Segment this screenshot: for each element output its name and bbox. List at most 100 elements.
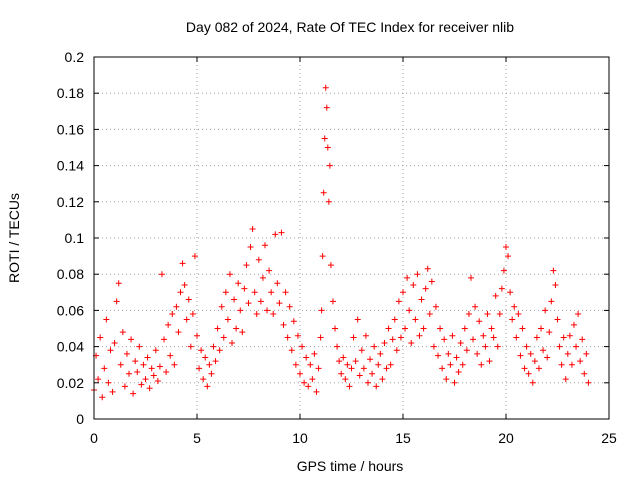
data-point xyxy=(535,365,542,372)
data-point xyxy=(391,316,398,323)
data-point xyxy=(95,376,102,383)
data-point xyxy=(226,271,233,278)
data-point xyxy=(383,365,390,372)
data-point xyxy=(480,332,487,339)
data-point xyxy=(517,352,524,359)
data-point xyxy=(317,334,324,341)
data-point xyxy=(573,343,580,350)
data-point xyxy=(385,325,392,332)
data-point xyxy=(387,361,394,368)
data-point xyxy=(340,354,347,361)
data-point xyxy=(175,329,182,336)
data-point xyxy=(503,244,509,251)
data-point xyxy=(297,370,303,377)
data-point xyxy=(231,296,238,303)
data-point xyxy=(218,303,225,310)
data-point xyxy=(245,300,252,307)
data-point xyxy=(163,368,170,375)
data-point xyxy=(128,336,135,343)
data-point xyxy=(202,354,209,361)
data-point xyxy=(130,390,137,397)
data-point xyxy=(375,361,382,368)
data-point xyxy=(373,383,380,390)
x-tick-label: 25 xyxy=(601,430,617,446)
data-point xyxy=(220,334,227,341)
data-point xyxy=(216,347,223,354)
data-point xyxy=(241,285,248,292)
data-point xyxy=(451,379,458,386)
data-point xyxy=(320,189,327,196)
data-point xyxy=(212,358,219,365)
data-point xyxy=(484,311,491,318)
data-point xyxy=(282,289,289,296)
y-tick-label: 0.16 xyxy=(57,121,84,137)
data-point xyxy=(426,311,433,318)
data-point xyxy=(408,339,415,346)
data-point xyxy=(354,316,361,323)
data-point xyxy=(367,356,374,363)
data-point xyxy=(134,368,141,375)
data-point xyxy=(321,135,328,142)
data-point xyxy=(196,365,203,372)
data-point xyxy=(107,347,114,354)
data-point xyxy=(556,343,563,350)
data-point xyxy=(290,318,297,325)
data-point xyxy=(507,289,514,296)
data-point xyxy=(505,253,512,260)
axis-ticks xyxy=(93,56,610,420)
data-point xyxy=(123,350,130,357)
data-point xyxy=(496,311,503,318)
data-point xyxy=(237,307,244,314)
data-point xyxy=(146,385,153,392)
data-point xyxy=(395,298,402,305)
y-axis-label: ROTI / TECUs xyxy=(6,193,22,283)
data-point xyxy=(251,289,258,296)
data-point xyxy=(439,365,446,372)
data-point xyxy=(566,332,573,339)
data-point xyxy=(358,347,365,354)
data-point xyxy=(538,325,545,332)
data-point xyxy=(313,388,320,395)
data-point xyxy=(509,316,516,323)
y-tick-labels: 0 0.02 0.04 0.06 0.08 0.1 0.12 0.14 0.16 0.18 0.2 xyxy=(57,49,84,427)
data-point xyxy=(525,370,532,377)
data-point xyxy=(206,361,213,368)
data-point xyxy=(119,329,126,336)
y-tick-label: 0.12 xyxy=(57,194,84,210)
data-point xyxy=(154,377,161,384)
data-point xyxy=(156,363,163,370)
data-point xyxy=(579,336,586,343)
data-point xyxy=(531,358,538,365)
data-point xyxy=(148,365,155,372)
data-point xyxy=(521,365,528,372)
data-point xyxy=(255,256,262,263)
data-point xyxy=(447,361,454,368)
data-point xyxy=(369,370,376,377)
data-point xyxy=(350,334,357,341)
data-point xyxy=(410,282,417,289)
x-tick-labels: 0 5 10 15 20 25 xyxy=(90,430,617,446)
data-point xyxy=(284,334,291,341)
data-point xyxy=(542,307,549,314)
data-point xyxy=(583,350,590,357)
data-point xyxy=(288,347,295,354)
data-point xyxy=(389,336,396,343)
data-point xyxy=(150,372,157,379)
data-point xyxy=(111,339,118,346)
data-point xyxy=(315,365,322,372)
data-point xyxy=(327,262,334,269)
y-tick-label: 0.1 xyxy=(65,230,85,246)
data-point xyxy=(346,383,353,390)
data-point xyxy=(173,303,180,310)
data-point xyxy=(490,334,497,341)
data-point xyxy=(560,334,567,341)
data-point xyxy=(208,370,215,377)
data-point xyxy=(103,316,110,323)
data-point xyxy=(472,303,479,310)
data-point xyxy=(187,343,194,350)
data-point xyxy=(511,303,518,310)
data-point xyxy=(185,296,192,303)
data-point xyxy=(441,336,448,343)
data-point xyxy=(183,316,190,323)
data-point xyxy=(97,334,104,341)
